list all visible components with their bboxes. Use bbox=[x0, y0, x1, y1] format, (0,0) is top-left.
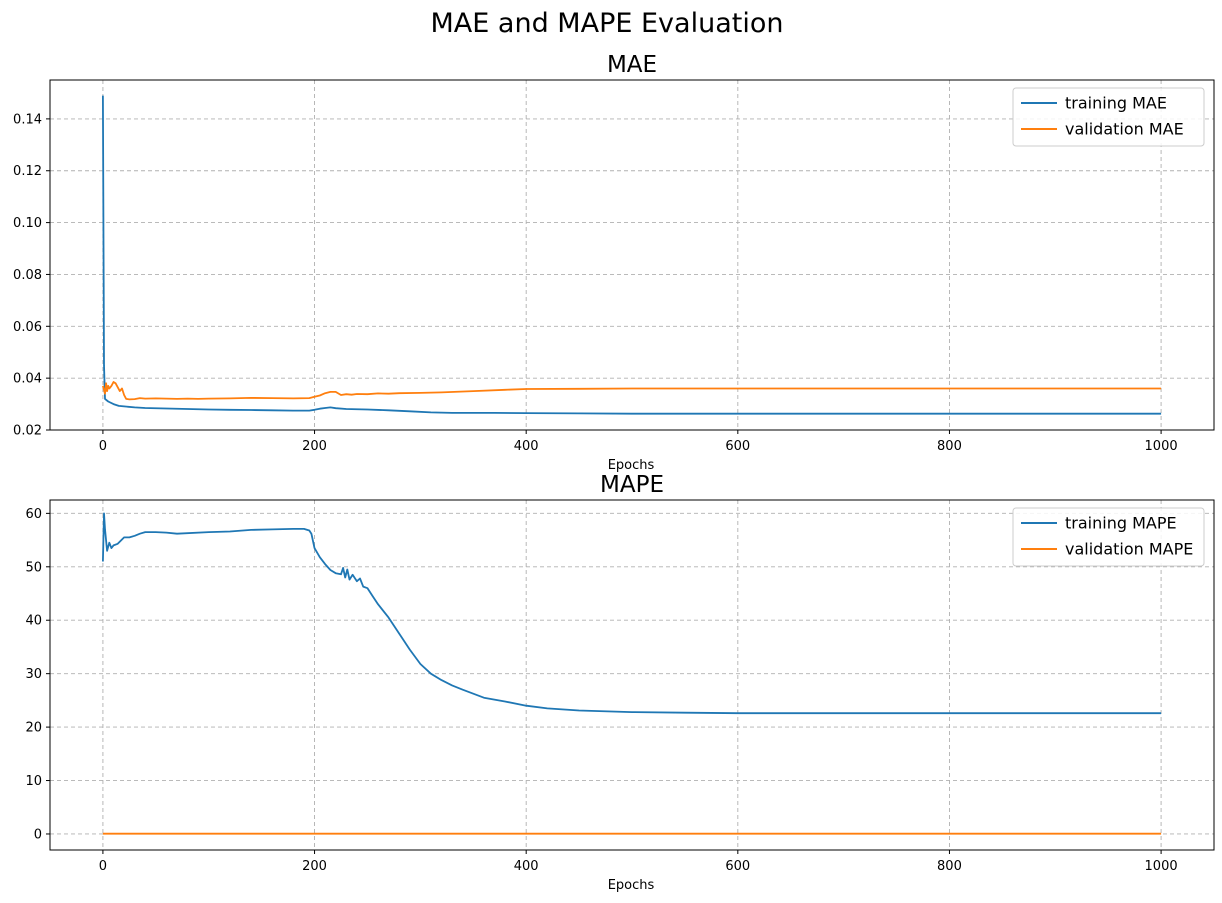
mape-subplot: 0 200 400 600 800 1000 0 10 20 30 40 50 60 Epochs MAPE… bbox=[25, 472, 1215, 893]
mape-x-tick-label: 800 bbox=[937, 859, 962, 874]
mape-legend-label-1: training MAPE bbox=[1065, 514, 1177, 533]
mape-y-tick-label: 60 bbox=[25, 507, 42, 522]
mape-y-tick-label: 40 bbox=[25, 614, 42, 629]
mae-y-tick-label: 0.02 bbox=[13, 424, 42, 439]
mae-y-tick-label: 0.12 bbox=[13, 164, 42, 179]
mae-x-axis-label: Epochs bbox=[608, 458, 655, 473]
mae-x-tick-label: 0 bbox=[99, 439, 107, 454]
mape-legend: training MAPE validation MAPE bbox=[1012, 507, 1205, 567]
mae-legend-label-2: validation MAE bbox=[1065, 120, 1184, 139]
mape-y-tick-label: 10 bbox=[25, 774, 42, 789]
figure-title: MAE and MAPE Evaluation bbox=[431, 8, 784, 39]
mae-series-line-2 bbox=[102, 381, 1162, 401]
mae-x-tick-label: 400 bbox=[514, 439, 539, 454]
mape-y-tick-label: 30 bbox=[25, 667, 42, 682]
mape-x-tick-label: 1000 bbox=[1145, 859, 1178, 874]
mape-x-tick-label: 400 bbox=[514, 859, 539, 874]
mae-x-tick-label: 1000 bbox=[1145, 439, 1178, 454]
mae-y-tick-label: 0.06 bbox=[13, 320, 42, 335]
mae-y-tick-label: 0.04 bbox=[13, 372, 42, 387]
mape-y-tick-label: 50 bbox=[25, 560, 42, 575]
mae-legend-label-1: training MAE bbox=[1065, 94, 1167, 113]
mae-axes-frame bbox=[49, 79, 1215, 431]
mae-legend: training MAE validation MAE bbox=[1012, 87, 1205, 147]
mape-legend-label-2: validation MAPE bbox=[1065, 540, 1193, 559]
mape-y-tick-label: 0 bbox=[34, 827, 42, 842]
mape-x-tick-label: 0 bbox=[99, 859, 107, 874]
mape-x-tick-label: 200 bbox=[302, 859, 327, 874]
mae-subplot-title: MAE bbox=[607, 52, 657, 78]
mape-y-tick-label: 20 bbox=[25, 721, 42, 736]
mae-legend-box bbox=[1012, 87, 1205, 147]
mae-x-tick-label: 200 bbox=[302, 439, 327, 454]
mae-y-tick-label: 0.10 bbox=[13, 216, 42, 231]
mape-x-axis-label: Epochs bbox=[608, 878, 655, 893]
mape-subplot-title: MAPE bbox=[600, 472, 664, 498]
mae-y-tick-label: 0.08 bbox=[13, 268, 42, 283]
mae-x-tick-label: 600 bbox=[725, 439, 750, 454]
mape-legend-box bbox=[1012, 507, 1205, 567]
mape-axes-frame bbox=[49, 499, 1215, 851]
mae-x-tick-label: 800 bbox=[937, 439, 962, 454]
mape-series-line-1 bbox=[102, 512, 1162, 715]
mae-subplot: 0 200 400 600 800 1000 0.02 0.04 0.06 0.08 0.10 0.1… bbox=[13, 52, 1215, 473]
mae-series-line-1 bbox=[102, 95, 1162, 415]
mape-x-tick-label: 600 bbox=[725, 859, 750, 874]
mae-y-tick-label: 0.14 bbox=[13, 112, 42, 127]
